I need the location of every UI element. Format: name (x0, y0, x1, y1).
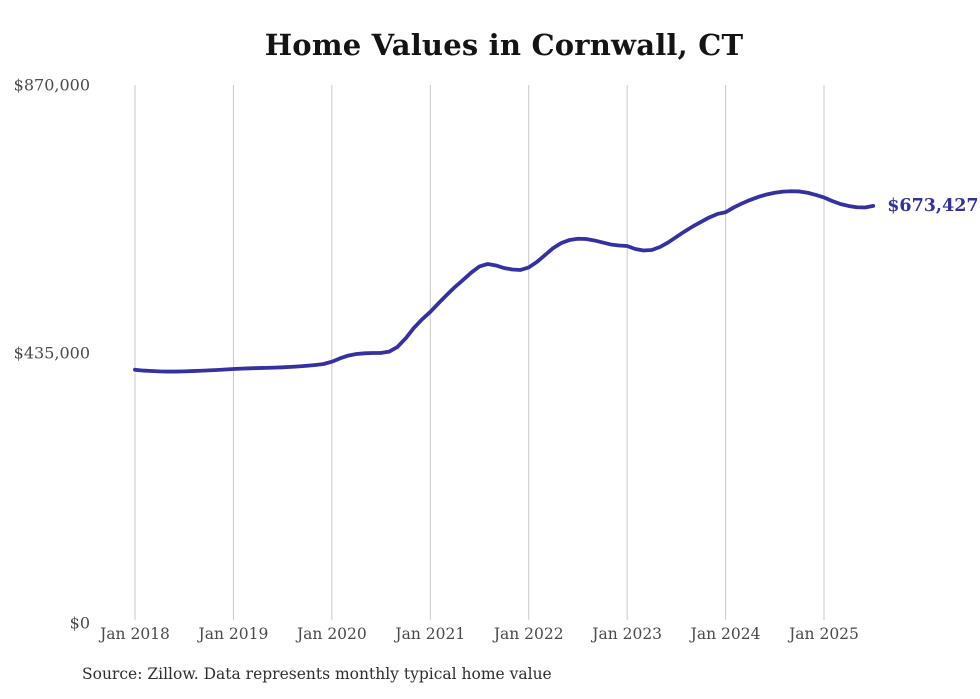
y-tick-label: $0 (69, 613, 90, 633)
x-tick-label: Jan 2018 (100, 625, 170, 643)
chart-title: Home Values in Cornwall, CT (264, 28, 744, 62)
end-value-label: $673,427 (887, 195, 979, 216)
source-note: Source: Zillow. Data represents monthly … (82, 665, 552, 683)
x-tick-label: Jan 2023 (592, 625, 663, 643)
x-tick-label: Jan 2022 (493, 625, 564, 643)
x-tick-label: Jan 2025 (789, 625, 859, 643)
y-tick-label: $435,000 (13, 343, 90, 362)
x-tick-label: Jan 2019 (198, 625, 269, 643)
y-tick-label: $870,000 (13, 75, 90, 95)
value-line (133, 189, 876, 374)
x-tick-label: Jan 2020 (296, 625, 367, 643)
x-tick-label: Jan 2024 (690, 625, 761, 643)
x-tick-label: Jan 2021 (395, 625, 466, 643)
